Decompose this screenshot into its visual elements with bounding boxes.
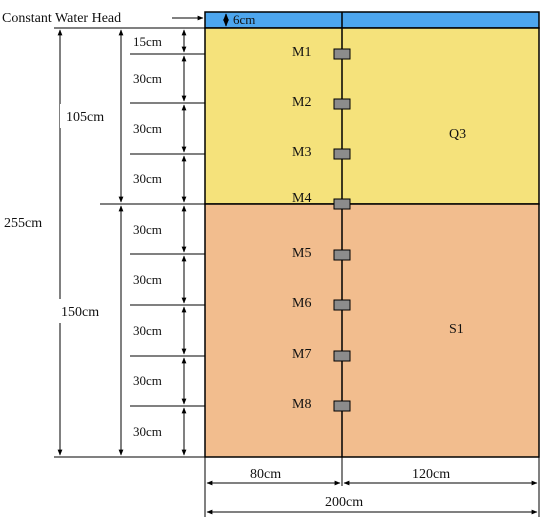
bottom-height-label: 150cm [61,305,99,320]
spacing-label: 30cm [133,323,162,338]
sensor-label: M1 [292,45,311,60]
sensor-marker [333,400,351,412]
total-height-label: 255cm [4,216,42,231]
sensor-label: M4 [292,191,311,206]
spacing-label: 30cm [133,424,162,439]
sensor-label: M3 [292,145,311,160]
water-head-label: Constant Water Head [2,11,121,26]
sensor-label: M6 [292,296,311,311]
width-left-label: 80cm [250,467,281,482]
water-depth-label: 6cm [233,12,255,27]
top-height-bg [60,104,120,128]
sensor-marker [333,148,351,160]
sensor-markers [333,48,351,412]
sensor-marker [333,249,351,261]
total-height-bg [0,210,58,234]
spacing-label: 30cm [133,71,162,86]
top-height-label: 105cm [66,110,104,125]
spacing-label: 15cm [133,34,162,49]
sensor-marker [333,48,351,60]
sensor-labels: M1 M2 M3 M4 M5 M6 M7 M8 [292,45,311,412]
sensor-marker [333,299,351,311]
spacing-label: 30cm [133,121,162,136]
spacing-label: 30cm [133,171,162,186]
layer-top-label: Q3 [449,127,466,142]
width-total-label: 200cm [325,495,363,510]
spacing-label: 30cm [133,272,162,287]
sensor-label: M7 [292,347,311,362]
sensor-label: M5 [292,246,311,261]
width-extension-lines [204,457,540,517]
sensor-marker [333,350,351,362]
sensor-label: M2 [292,95,311,110]
layer-bottom-label: S1 [449,322,464,337]
bottom-height-bg [56,299,118,323]
lower-soil-layer [204,203,540,458]
spacing-label: 30cm [133,373,162,388]
upper-soil-layer [204,27,540,205]
spacing-labels: 15cm 30cm 30cm 30cm 30cm 30cm 30cm 30cm … [133,34,162,439]
sensor-marker [333,198,351,210]
level-lines [54,27,205,458]
sensor-marker [333,98,351,110]
width-total-bg [322,492,372,510]
sensor-label: M8 [292,397,311,412]
spacing-label: 30cm [133,222,162,237]
width-right-label: 120cm [412,467,450,482]
